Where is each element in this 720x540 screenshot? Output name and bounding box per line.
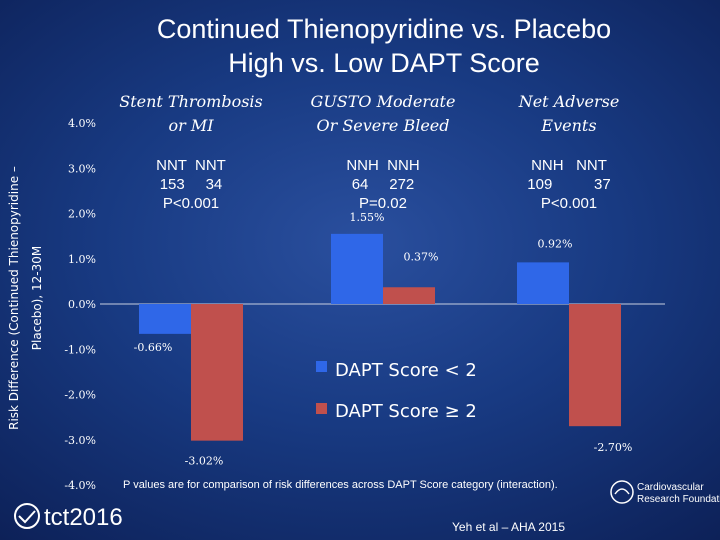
- bar: [191, 304, 243, 441]
- nnt-annotation-line: NNH NNH: [346, 157, 419, 174]
- y-tick-label: -2.0%: [64, 389, 96, 402]
- citation: Yeh et al – AHA 2015: [452, 520, 565, 534]
- bar: [331, 233, 383, 304]
- category-label: or MI: [168, 116, 214, 135]
- legend-label-score-ge-2: DAPT Score ≥ 2: [335, 401, 477, 422]
- legend-swatch-score-lt-2: [316, 361, 327, 372]
- tct-logo: tct2016: [14, 503, 123, 531]
- crf-logo-icon: [610, 480, 634, 504]
- crf-logo-line1: Cardiovascular: [637, 482, 704, 493]
- nnt-annotation-line: P<0.001: [163, 195, 219, 212]
- legend: DAPT Score < 2 DAPT Score ≥ 2: [316, 360, 477, 422]
- bars: [139, 233, 621, 441]
- category-label: GUSTO Moderate: [311, 92, 456, 111]
- crf-logo-mark: [614, 488, 630, 495]
- data-label: -3.02%: [185, 455, 224, 468]
- category-label: Events: [540, 116, 596, 135]
- nnt-annotation-line: NNH NNT: [531, 157, 607, 174]
- y-tick-label: -3.0%: [64, 434, 96, 447]
- category-label: Stent Thrombosis: [119, 92, 263, 111]
- data-label: 1.55%: [350, 211, 385, 224]
- y-tick-labels: 4.0% 3.0% 2.0% 1.0% 0.0% -1.0% -2.0% -3.0% -4.0%: [64, 117, 96, 492]
- y-tick-label: -4.0%: [64, 479, 96, 492]
- legend-swatch-score-ge-2: [316, 403, 327, 414]
- data-label: 0.92%: [538, 237, 573, 250]
- nnt-annotation-line: P=0.02: [359, 195, 407, 212]
- tct-logo-mark: [18, 510, 36, 524]
- crf-logo-line2: Research Foundation: [637, 494, 720, 505]
- tct-logo-icon: [14, 503, 40, 529]
- y-axis-label-line1: Risk Difference (Continued Thienopyridin…: [7, 166, 21, 430]
- y-tick-label: 1.0%: [68, 253, 96, 266]
- data-label: -2.70%: [594, 441, 633, 454]
- y-tick-label: 0.0%: [68, 298, 96, 311]
- data-label: -0.66%: [134, 341, 173, 354]
- category-labels: Stent Thrombosis or MI GUSTO Moderate Or Se…: [119, 92, 619, 135]
- nnt-annotation-line: NNT NNT: [156, 157, 226, 174]
- bar: [139, 304, 191, 334]
- title-line2: High vs. Low DAPT Score: [228, 48, 540, 78]
- nnt-annotation-line: 153 34: [160, 176, 223, 193]
- nnt-annotation-line: 109 37: [527, 176, 610, 193]
- y-axis-label-line2: Placebo), 12-30M: [30, 246, 44, 350]
- crf-logo: Cardiovascular Research Foundation: [610, 480, 720, 505]
- y-tick-label: -1.0%: [64, 343, 96, 356]
- legend-label-score-lt-2: DAPT Score < 2: [335, 360, 477, 381]
- nnt-annotation-line: 64 272: [352, 176, 415, 193]
- tct-logo-text: tct2016: [44, 504, 123, 531]
- footnote: P values are for comparison of risk diff…: [123, 479, 558, 491]
- y-tick-label: 4.0%: [68, 117, 96, 130]
- nnt-annotations: NNT NNT 153 34 P<0.001 NNH NNH 64 272 P=0.02 N…: [156, 157, 611, 212]
- category-label: Net Adverse: [518, 92, 620, 111]
- category-label: Or Severe Bleed: [316, 116, 449, 135]
- title-line1: Continued Thienopyridine vs. Placebo: [157, 14, 611, 44]
- bar: [569, 304, 621, 427]
- bar: [517, 262, 569, 304]
- bar: [383, 287, 435, 304]
- y-tick-label: 2.0%: [68, 208, 96, 221]
- data-labels: -0.66% 1.55% 0.92% -3.02% 0.37% -2.70%: [134, 211, 633, 468]
- data-label: 0.37%: [404, 250, 439, 263]
- y-tick-label: 3.0%: [68, 162, 96, 175]
- nnt-annotation-line: P<0.001: [541, 195, 597, 212]
